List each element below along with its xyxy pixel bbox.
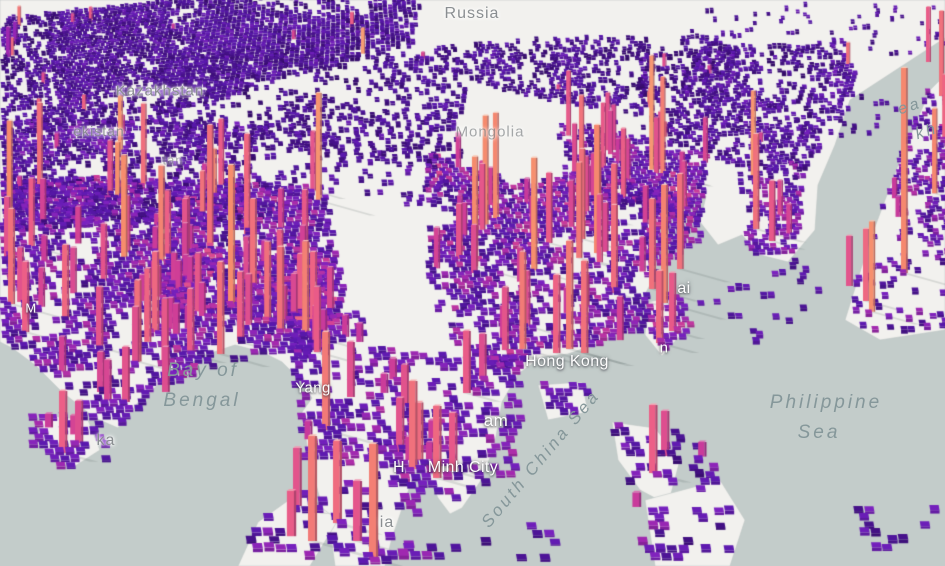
map-canvas[interactable] — [0, 0, 945, 566]
map-viewport[interactable]: Russia Kazakhstan Mongolia ekistan tan ia ka am… — [0, 0, 945, 566]
